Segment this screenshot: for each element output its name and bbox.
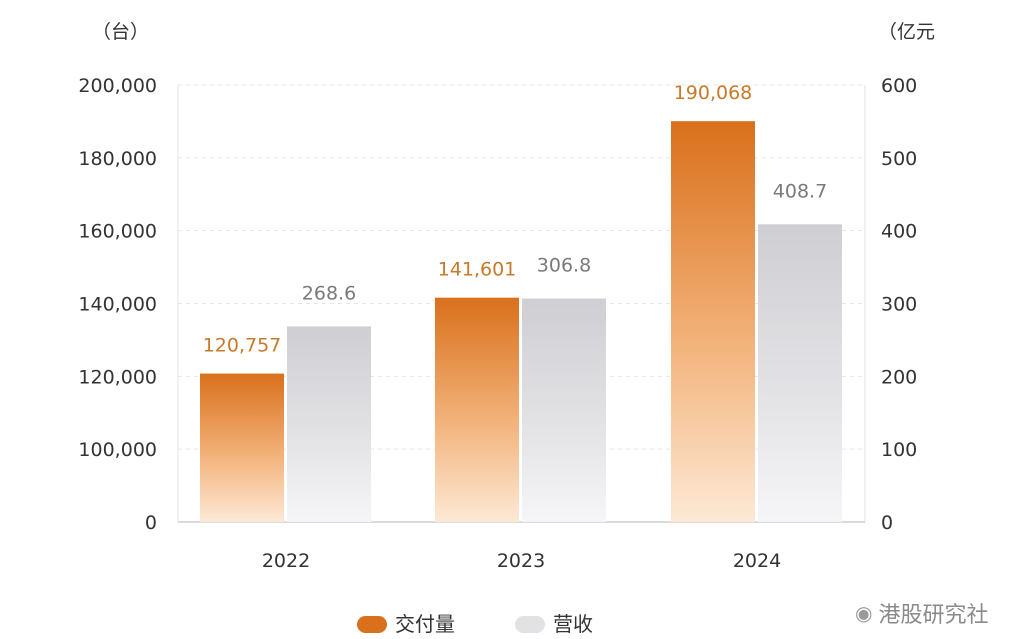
x-tick-label-2024: 2024 — [733, 550, 781, 572]
left-tick-label: 120,000 — [78, 366, 157, 388]
right-tick-label: 300 — [881, 294, 917, 316]
right-tick-label: 0 — [881, 512, 893, 534]
x-tick-label-2023: 2023 — [497, 550, 545, 572]
right-tick-label: 200 — [881, 366, 917, 388]
bar-revenue-2024 — [758, 224, 842, 522]
right-tick-label: 100 — [881, 439, 917, 461]
legend-label-deliveries: 交付量 — [395, 612, 455, 636]
data-label-deliveries-2024: 190,068 — [674, 82, 753, 104]
data-label-revenue-2023: 306.8 — [537, 255, 591, 277]
bar-revenue-2022 — [287, 326, 371, 522]
data-label-revenue-2024: 408.7 — [773, 180, 827, 202]
bar-deliveries-2022 — [200, 373, 284, 522]
right-tick-label: 400 — [881, 221, 917, 243]
weibo-icon: ◉ — [855, 601, 873, 625]
right-tick-label: 600 — [881, 75, 917, 97]
watermark-text: 港股研究社 — [878, 603, 989, 628]
right-axis-unit: （亿元 — [878, 21, 935, 43]
bar-deliveries-2023 — [435, 297, 519, 522]
left-tick-label: 160,000 — [78, 221, 157, 243]
legend: 交付量 营收 — [357, 612, 653, 636]
left-tick-label: 140,000 — [78, 294, 157, 316]
left-tick-label: 200,000 — [78, 75, 157, 97]
bar-chart: （台） （亿元 0 100,000 120,000 140,000 160,000 180… — [78, 21, 935, 572]
legend-swatch-revenue — [515, 615, 545, 633]
data-label-deliveries-2023: 141,601 — [438, 259, 517, 281]
x-tick-label-2022: 2022 — [262, 550, 310, 572]
data-label-revenue-2022: 268.6 — [302, 282, 356, 304]
left-axis-unit: （台） — [92, 21, 149, 43]
data-label-deliveries-2022: 120,757 — [203, 335, 282, 357]
left-tick-label: 0 — [145, 512, 157, 534]
left-tick-label: 180,000 — [78, 148, 157, 170]
legend-item-revenue: 营收 — [515, 612, 593, 636]
legend-swatch-deliveries — [357, 615, 387, 633]
watermark: ◉ 港股研究社 — [855, 597, 988, 629]
legend-label-revenue: 营收 — [553, 612, 593, 636]
bar-revenue-2023 — [522, 298, 606, 522]
right-tick-label: 500 — [881, 148, 917, 170]
legend-item-deliveries: 交付量 — [357, 612, 455, 636]
bar-deliveries-2024 — [671, 121, 755, 522]
left-tick-label: 100,000 — [78, 439, 157, 461]
